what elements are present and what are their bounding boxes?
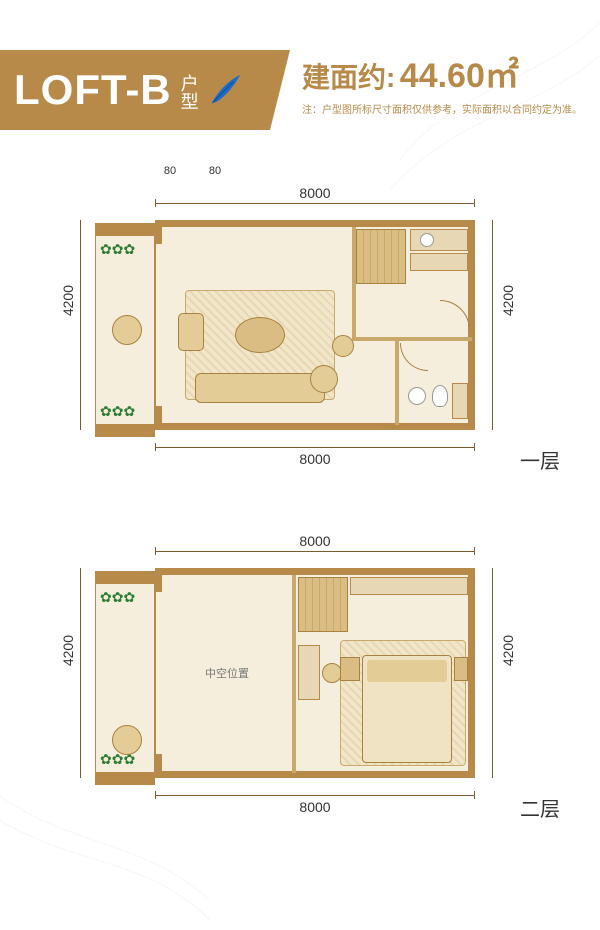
stairs [298, 577, 348, 632]
plan-floor-1: 8000 80 80 ✿✿✿ ✿✿✿ [0, 165, 600, 505]
wardrobe [350, 577, 468, 595]
partition [292, 575, 296, 773]
area-value: 44.60㎡ [400, 57, 519, 95]
shower [452, 383, 468, 419]
dim-left: 4200 [60, 285, 76, 316]
desk-chair [322, 663, 342, 683]
desk [298, 645, 320, 700]
plant-icon: ✿✿✿ [100, 405, 135, 417]
area-block: 建面约: 44.60㎡ 注：户型图所标尺寸面积仅供参考，实际面积以合同约定为准。 [302, 48, 582, 116]
kitchen-sink [420, 233, 434, 247]
dim-bottom: 8000 [155, 451, 475, 467]
side-chair [332, 335, 354, 357]
balcony-table [112, 315, 142, 345]
plan-floor-2: 8000 ✿✿✿ ✿✿✿ 中空位置 [0, 525, 600, 865]
area-label: 建面约: [302, 62, 395, 93]
dim-right: 4200 [500, 285, 516, 316]
nightstand [454, 657, 468, 681]
dim-top: 8000 [155, 533, 475, 549]
dim-left: 4200 [60, 635, 76, 666]
disclaimer: 注：户型图所标尺寸面积仅供参考，实际面积以合同约定为准。 [302, 101, 582, 116]
void-label: 中空位置 [205, 665, 249, 681]
header: LOFT-B 户型 建面约: 44.60㎡ 注：户型图所标尺寸面积仅供参考，实际… [0, 0, 600, 150]
plant-icon: ✿✿✿ [100, 591, 135, 603]
floor-tag: 一层 [520, 445, 560, 474]
nightstand [340, 657, 360, 681]
dim-extra-l: 80 [155, 165, 185, 177]
bed [362, 655, 452, 763]
floor-plans: 8000 80 80 ✿✿✿ ✿✿✿ [0, 165, 600, 865]
side-chair [310, 365, 338, 393]
kitchen-counter [410, 253, 468, 271]
title-sub: 户型 [176, 74, 202, 110]
coffee-table [235, 317, 285, 353]
plant-icon: ✿✿✿ [100, 753, 135, 765]
balcony-table [112, 725, 142, 755]
dim-bottom: 8000 [155, 799, 475, 815]
armchair [178, 313, 204, 351]
kitchen-counter [410, 229, 468, 251]
toilet [432, 385, 448, 407]
stairs [356, 229, 406, 284]
sofa [195, 373, 325, 403]
partition [395, 341, 399, 425]
title-main: LOFT-B [14, 66, 172, 114]
plant-icon: ✿✿✿ [100, 243, 135, 255]
feather-icon [208, 73, 242, 107]
floor-tag: 二层 [520, 793, 560, 822]
bath-sink [408, 387, 426, 405]
dim-top: 8000 [155, 185, 475, 201]
dim-line [155, 203, 475, 204]
dim-right: 4200 [500, 635, 516, 666]
partition [352, 337, 472, 341]
dim-extra-r: 80 [200, 165, 230, 177]
